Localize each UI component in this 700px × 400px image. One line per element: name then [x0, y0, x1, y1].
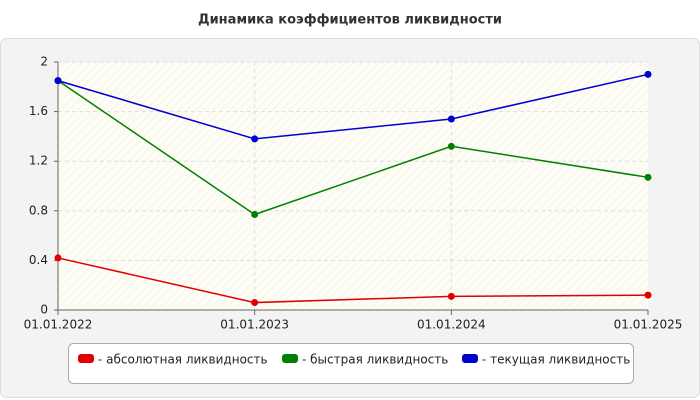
data-point: [54, 254, 62, 262]
x-tick-label: 01.01.2025: [614, 318, 683, 332]
legend-label: - абсолютная ликвидность: [98, 353, 268, 367]
legend-label: - быстрая ликвидность: [302, 353, 448, 367]
data-point: [644, 173, 652, 181]
y-tick-label: 2: [40, 55, 48, 69]
x-tick-label: 01.01.2022: [24, 318, 93, 332]
plot-area: [58, 62, 648, 310]
x-tick-label: 01.01.2024: [417, 318, 486, 332]
series-line: [57, 257, 649, 304]
data-point: [251, 299, 259, 307]
data-point: [447, 142, 455, 150]
series-line: [57, 79, 649, 216]
series-line: [57, 73, 649, 140]
y-tick-label: 0: [40, 303, 48, 317]
y-tick-label: 1.6: [29, 104, 48, 118]
y-tick-label: 0.8: [29, 203, 48, 217]
legend: [68, 343, 634, 384]
chart-title: Динамика коэффициентов ликвидности: [198, 13, 502, 28]
data-point: [447, 115, 455, 123]
x-tick-label: 01.01.2023: [220, 318, 289, 332]
legend-swatch: [282, 354, 298, 363]
data-point: [644, 70, 652, 78]
data-point: [644, 291, 652, 299]
y-tick-label: 0.4: [29, 253, 48, 267]
legend-swatch: [462, 354, 478, 363]
data-point: [251, 211, 259, 219]
y-tick-label: 1.2: [29, 154, 48, 168]
data-point: [251, 135, 259, 143]
legend-swatch: [78, 354, 94, 363]
data-point: [447, 292, 455, 300]
legend-label: - текущая ликвидность: [482, 353, 630, 367]
data-point: [54, 77, 62, 85]
